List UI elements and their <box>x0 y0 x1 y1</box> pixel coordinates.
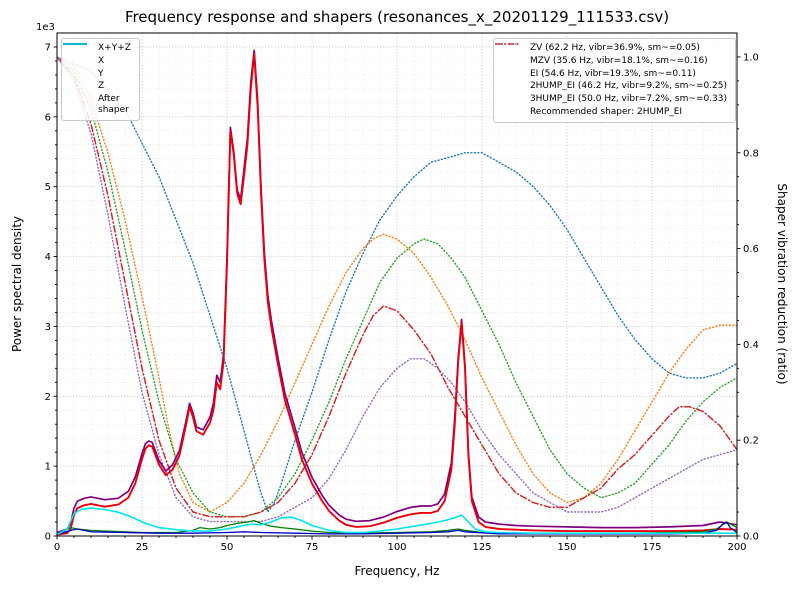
legend-item-2hump-ei: 2HUMP_EI (46.2 Hz, vibr=9.2%, sm~=0.25) <box>494 43 727 92</box>
legend-item-y: Y <box>63 43 131 80</box>
svg-text:175: 175 <box>642 542 661 553</box>
y-axis-label-right: Shaper vibration reduction (ratio) <box>775 183 789 385</box>
legend-label: 3HUMP_EI (50.0 Hz, vibr=7.2%, sm~=0.33) <box>529 94 727 105</box>
legend-label: MZV (35.6 Hz, vibr=18.1%, sm~=0.16) <box>529 55 708 66</box>
svg-text:4: 4 <box>45 252 51 263</box>
legend-psd: X+Y+Z X Y Z After shaper <box>61 38 140 121</box>
y-axis-multiplier: 1e3 <box>36 22 55 33</box>
svg-text:6: 6 <box>45 112 51 123</box>
legend-label: X+Y+Z <box>98 43 131 53</box>
series-zv <box>57 56 737 513</box>
legend-shapers: ZV (62.2 Hz, vibr=36.9%, sm~=0.05) MZV (3… <box>492 38 736 123</box>
3hump-ei-line-sample <box>494 43 525 105</box>
series-3hump-ei <box>57 56 737 523</box>
svg-text:150: 150 <box>557 542 576 553</box>
svg-text:200: 200 <box>727 542 746 553</box>
svg-text:5: 5 <box>45 182 51 193</box>
chart-title: Frequency response and shapers (resonanc… <box>124 8 670 26</box>
series <box>57 49 737 536</box>
ei-line-sample <box>494 43 525 79</box>
svg-text:0.4: 0.4 <box>743 340 759 351</box>
z-line-sample <box>63 43 93 92</box>
ticks <box>53 46 741 540</box>
series-2hump-ei <box>57 56 737 518</box>
svg-text:75: 75 <box>306 542 319 553</box>
series-mzv <box>57 56 737 513</box>
legend-item-ei: EI (54.6 Hz, vibr=19.3%, sm~=0.11) <box>494 43 727 80</box>
y-line-sample <box>63 43 93 79</box>
svg-text:125: 125 <box>472 542 491 553</box>
svg-text:0.6: 0.6 <box>743 244 759 255</box>
legend-label: Y <box>98 68 104 79</box>
y-axis-label-left: Power spectral density <box>10 215 24 353</box>
legend-item-zv: ZV (62.2 Hz, vibr=36.9%, sm~=0.05) <box>494 43 727 54</box>
mzv-line-sample <box>494 43 525 66</box>
svg-text:25: 25 <box>136 542 149 553</box>
series-ei <box>57 56 737 518</box>
svg-text:0: 0 <box>54 542 60 553</box>
2hump-ei-line-sample <box>494 43 525 92</box>
svg-text:2: 2 <box>45 392 51 403</box>
after-shaper-line-sample <box>63 43 93 110</box>
svg-text:3: 3 <box>45 322 51 333</box>
legend-label: ZV (62.2 Hz, vibr=36.9%, sm~=0.05) <box>529 43 700 53</box>
svg-text:1: 1 <box>45 462 51 473</box>
legend-label: EI (54.6 Hz, vibr=19.3%, sm~=0.11) <box>529 68 696 79</box>
legend-label: 2HUMP_EI (46.2 Hz, vibr=9.2%, sm~=0.25) <box>529 81 727 92</box>
series-after-shaper <box>57 507 737 536</box>
svg-text:0.2: 0.2 <box>743 436 759 447</box>
svg-text:50: 50 <box>221 542 234 553</box>
legend-item-mzv: MZV (35.6 Hz, vibr=18.1%, sm~=0.16) <box>494 43 727 67</box>
legend-label: X <box>98 55 105 66</box>
x-line-sample <box>63 43 93 66</box>
svg-text:0: 0 <box>45 532 51 543</box>
legend-item-recommended-shaper: Recommended shaper: 2HUMP_EI <box>499 107 727 118</box>
series-x <box>57 53 737 536</box>
svg-text:7: 7 <box>45 42 51 53</box>
blank-sample <box>499 107 525 117</box>
x-axis-label: Frequency, Hz <box>354 564 440 578</box>
svg-text:100: 100 <box>387 542 406 553</box>
legend-item-x: X <box>63 43 131 67</box>
tick-labels: 0 25 50 75 100 125 150 175 200 0 1 2 3 4 5 6 7 0.0 0.2 0.4 0… <box>45 42 759 553</box>
legend-label: Z <box>98 81 105 92</box>
svg-text:1.0: 1.0 <box>743 52 759 63</box>
svg-text:0.0: 0.0 <box>743 532 759 543</box>
legend-label: After shaper <box>98 94 129 115</box>
legend-label: Recommended shaper: 2HUMP_EI <box>529 106 683 117</box>
legend-item-3hump-ei: 3HUMP_EI (50.0 Hz, vibr=7.2%, sm~=0.33) <box>494 43 727 105</box>
legend-item-z: Z <box>63 43 131 92</box>
legend-item-after-shaper: After shaper <box>63 43 131 116</box>
svg-text:0.8: 0.8 <box>743 148 759 159</box>
